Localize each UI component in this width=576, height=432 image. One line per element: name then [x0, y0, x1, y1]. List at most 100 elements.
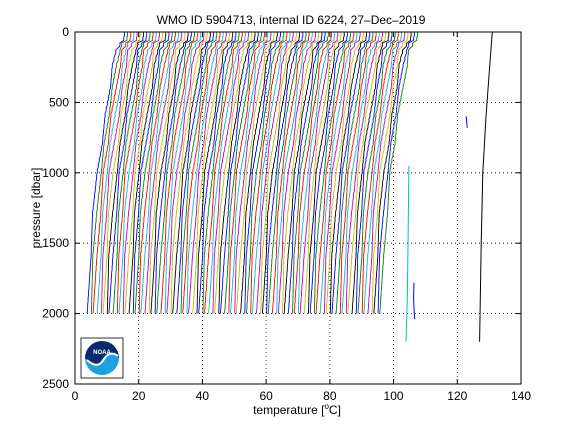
profile-line — [112, 32, 151, 314]
profile-line — [132, 32, 170, 314]
y-tick-label: 2500 — [42, 377, 69, 391]
profile-line — [377, 32, 415, 314]
profile-line — [124, 32, 164, 314]
axes-box — [74, 31, 522, 385]
plot-area: NOAA 0 20 40 60 80 100 120 140 0 500 1000 1500 2000 2… — [42, 25, 531, 403]
profile-line — [214, 32, 253, 314]
profile-line — [108, 32, 148, 314]
profile-line — [236, 32, 275, 314]
profile-line — [176, 32, 215, 314]
series-line — [413, 282, 416, 320]
profile-line — [299, 32, 339, 314]
x-tick-label: 80 — [323, 389, 337, 403]
profile-line — [355, 32, 393, 314]
profile-line — [379, 32, 418, 314]
profile-line — [116, 32, 154, 314]
profile-line — [90, 32, 129, 314]
profile-line — [140, 32, 179, 314]
profile-line — [150, 32, 189, 314]
profile-line — [282, 32, 320, 314]
chart-title: WMO ID 5904713, internal ID 6224, 27–Dec… — [157, 13, 426, 27]
profile-line — [218, 32, 256, 314]
profile-line — [172, 32, 211, 314]
profile-line — [277, 32, 316, 314]
x-axis-label-degree: o — [324, 402, 329, 411]
profile-line — [315, 32, 355, 314]
profile-line — [308, 32, 345, 314]
logo-bird — [86, 352, 119, 366]
profile-line — [256, 32, 294, 314]
profile-line — [329, 32, 367, 314]
profile-line — [347, 32, 387, 314]
profile-line — [208, 32, 246, 314]
profile-line — [283, 32, 323, 314]
y-axis-label: pressure [dbar] — [29, 168, 43, 249]
x-axis-label-text: temperature [ — [253, 403, 325, 417]
profile-line — [293, 32, 332, 314]
profile-line — [106, 32, 144, 314]
profile-line — [192, 32, 230, 314]
profile-line — [196, 32, 234, 314]
y-tick-label: 1000 — [42, 166, 69, 180]
y-tick-label: 0 — [62, 25, 69, 39]
profile-line — [92, 32, 132, 314]
y-tick-label: 500 — [49, 95, 69, 109]
profile-line — [186, 32, 224, 314]
profile-line — [323, 32, 361, 314]
profile-line — [144, 32, 183, 314]
profile-line — [262, 32, 301, 314]
series-layer — [86, 31, 493, 342]
profile-line — [170, 32, 208, 314]
profile-line — [188, 32, 227, 314]
profile-line — [96, 32, 135, 314]
x-axis-label: temperature [oC] — [253, 402, 341, 417]
series-line — [405, 165, 410, 342]
profile-line — [128, 32, 167, 314]
profile-line — [298, 32, 336, 314]
profile-line — [319, 32, 358, 314]
x-tick-label: 40 — [196, 389, 210, 403]
profile-line — [134, 32, 173, 314]
profile-line — [220, 32, 259, 314]
profile-line — [361, 32, 399, 314]
profile-line — [182, 32, 221, 314]
profile-line — [367, 32, 406, 314]
profile-line — [267, 32, 307, 314]
profile-line — [230, 32, 269, 314]
profile-line — [224, 32, 262, 314]
profile-line — [363, 32, 402, 314]
profile-line — [345, 32, 383, 314]
y-tick-label: 2000 — [42, 307, 69, 321]
profile-line — [260, 32, 297, 314]
profile-line — [331, 32, 371, 314]
axis-ticks: 0 20 40 60 80 100 120 140 0 500 1000 1500 2000 2500 — [42, 25, 531, 403]
profile-line — [276, 32, 313, 314]
profile-line — [250, 32, 288, 314]
profile-line — [86, 32, 125, 314]
profile-line — [122, 32, 160, 314]
profile-line — [180, 32, 218, 314]
x-tick-label: 140 — [511, 389, 531, 403]
x-tick-label: 100 — [384, 389, 404, 403]
profile-line — [102, 32, 141, 314]
logo-upper — [85, 341, 119, 365]
profile-line — [234, 32, 272, 314]
profile-line — [160, 32, 199, 314]
profile-line — [118, 32, 157, 314]
profile-line — [341, 32, 380, 314]
series-line — [479, 31, 493, 342]
profile-line — [148, 32, 186, 314]
profile-line — [164, 32, 202, 314]
profile-line — [166, 32, 205, 314]
x-tick-label: 120 — [447, 389, 467, 403]
x-axis-label-unit: C] — [329, 403, 341, 417]
profile-line — [325, 32, 364, 314]
profile-line — [266, 32, 304, 314]
logo-text: NOAA — [93, 350, 111, 356]
profile-line — [138, 32, 176, 314]
noaa-logo: NOAA — [80, 337, 124, 379]
series-line — [465, 116, 468, 128]
profile-line — [100, 32, 138, 314]
profile-line — [292, 32, 329, 314]
